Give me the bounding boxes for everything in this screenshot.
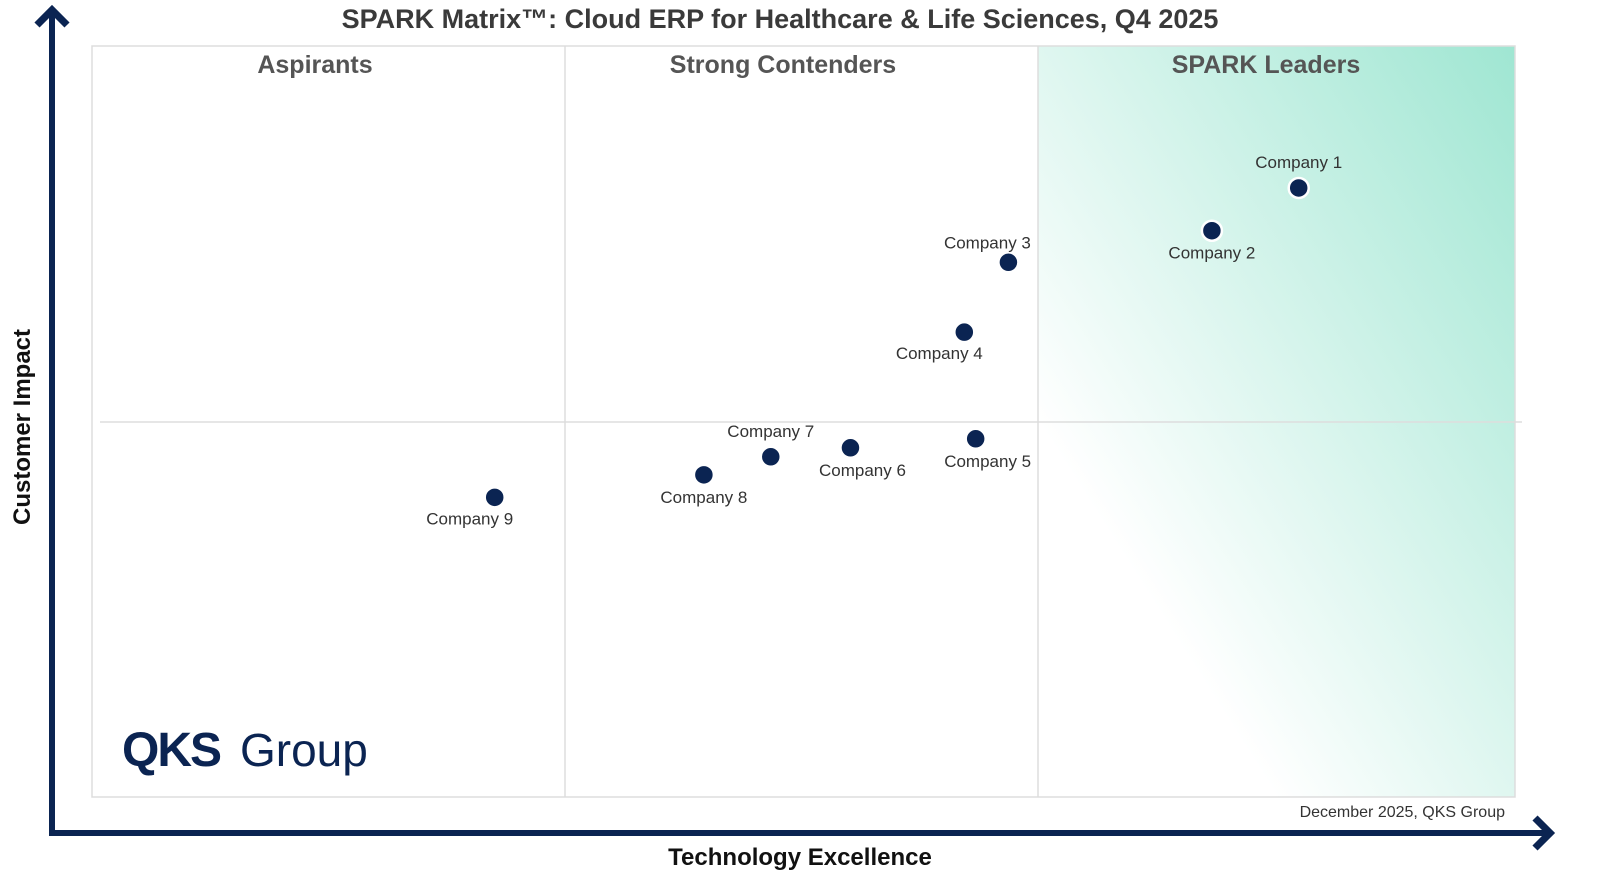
data-label: Company 9	[426, 509, 513, 528]
x-axis-label: Technology Excellence	[668, 844, 932, 871]
data-point	[997, 251, 1020, 274]
data-label: Company 1	[1255, 153, 1342, 172]
data-point	[964, 427, 987, 451]
logo-light: Group	[240, 724, 368, 776]
data-label: Company 7	[727, 422, 814, 441]
data-point	[1200, 219, 1224, 242]
credit-text: December 2025, QKS Group	[1300, 804, 1506, 821]
qks-group-logo: QKS Group	[122, 724, 368, 777]
data-point	[483, 486, 506, 509]
quadrant-aspirants: Aspirants	[257, 51, 372, 79]
data-point	[839, 436, 862, 460]
data-label: Company 2	[1168, 244, 1255, 263]
y-axis-label: Customer Impact	[9, 329, 36, 525]
logo-bold: QKS	[122, 724, 221, 777]
data-label: Company 6	[819, 461, 906, 480]
data-label: Company 8	[660, 488, 747, 507]
data-label: Company 5	[944, 452, 1031, 471]
chart-title: SPARK Matrix™: Cloud ERP for Healthcare …	[342, 4, 1219, 34]
data-point	[953, 320, 976, 344]
data-point	[1287, 176, 1310, 200]
data-point	[759, 445, 783, 469]
data-label: Company 4	[896, 344, 983, 363]
data-label: Company 3	[944, 233, 1031, 252]
quadrant-strong-contenders: Strong Contenders	[670, 51, 896, 79]
data-point	[692, 463, 716, 487]
quadrant-spark-leaders: SPARK Leaders	[1172, 51, 1361, 79]
